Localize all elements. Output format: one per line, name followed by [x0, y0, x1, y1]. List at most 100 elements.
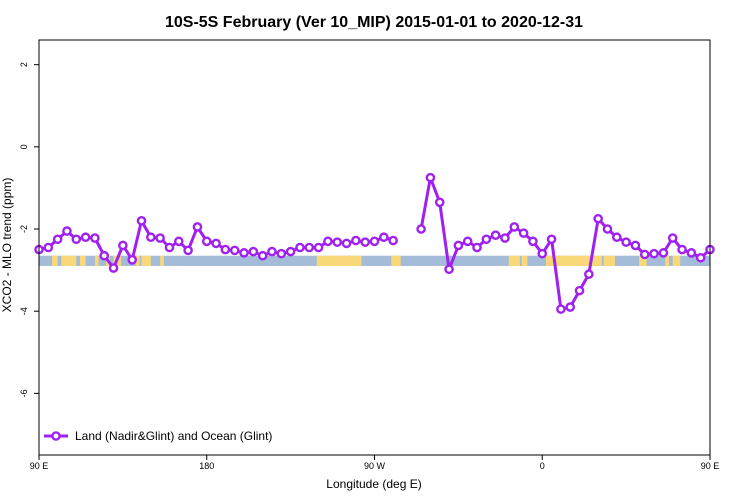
data-point [80, 232, 91, 243]
data-point [462, 236, 473, 247]
data-point [369, 236, 380, 247]
data-point [351, 235, 361, 246]
land-segment [135, 255, 140, 266]
y-tick-label: -6 [19, 389, 29, 397]
data-point [173, 236, 184, 247]
data-point [43, 242, 54, 253]
data-point [108, 263, 119, 273]
x-tick-label: 180 [199, 461, 214, 471]
y-tick-label: -4 [19, 307, 29, 315]
data-point [472, 242, 482, 253]
data-point [518, 228, 529, 238]
data-point [546, 234, 557, 245]
land-segment [603, 255, 615, 266]
data-point [183, 245, 193, 256]
data-point [556, 304, 566, 314]
data-point [388, 235, 398, 246]
x-tick-label: 90 E [701, 461, 720, 471]
data-point [360, 237, 370, 247]
surface-type-strip [39, 255, 710, 266]
land-segment [639, 255, 647, 266]
data-point [90, 233, 100, 243]
data-point [630, 240, 641, 251]
data-point [612, 232, 622, 243]
land-segment [508, 255, 520, 266]
data-point [425, 172, 436, 183]
data-point [136, 215, 147, 226]
land-segment [61, 255, 77, 266]
data-point [313, 242, 324, 253]
data-point [62, 226, 72, 236]
x-axis-title: Longitude (deg E) [326, 477, 421, 491]
land-segment [52, 255, 58, 266]
data-point [667, 233, 678, 243]
data-point [379, 232, 389, 243]
data-point [229, 245, 240, 256]
data-point [677, 244, 687, 255]
land-segment [521, 255, 528, 266]
legend: Land (Nadir&Glint) and Ocean (Glint) [44, 429, 272, 443]
land-segment [94, 255, 99, 266]
land-segment [80, 255, 86, 266]
data-point [239, 248, 249, 258]
data-point [71, 234, 82, 245]
data-point [146, 232, 156, 243]
series-layer [34, 172, 715, 314]
data-point [127, 255, 137, 265]
data-point [584, 269, 594, 280]
data-point [341, 238, 352, 249]
chart-title: 10S-5S February (Ver 10_MIP) 2015-01-01 … [165, 14, 583, 31]
data-point [649, 248, 659, 259]
data-point [201, 236, 212, 247]
data-point [416, 224, 426, 234]
y-axis-title: XCO2 - MLO trend (ppm) [0, 178, 14, 313]
data-point [528, 236, 538, 247]
data-point [155, 233, 165, 243]
x-tick-label: 0 [540, 461, 545, 471]
land-segment [665, 255, 669, 266]
x-tick-label: 90 W [364, 461, 386, 471]
land-segment [545, 255, 602, 266]
y-tick-label: 2 [19, 62, 29, 67]
data-point [490, 230, 501, 240]
data-point [565, 302, 576, 312]
data-point [621, 237, 631, 247]
y-tick-label: 0 [19, 144, 29, 149]
land-segment [346, 255, 362, 266]
data-point [52, 234, 63, 245]
data-point [295, 242, 305, 253]
data-point [211, 238, 221, 249]
data-point [602, 224, 613, 234]
data-point [658, 248, 669, 258]
ocean-band [39, 255, 710, 266]
land-segment [672, 255, 681, 266]
data-point [434, 197, 445, 208]
data-point [220, 244, 231, 255]
land-segment [316, 255, 349, 266]
data-point [248, 246, 259, 257]
land-segment [160, 255, 164, 266]
axes: 90 E 180 90 W 0 90 E 2 0 -2 -4 -6 [19, 39, 720, 471]
data-point [686, 248, 697, 258]
data-point [453, 240, 464, 251]
data-point [639, 249, 650, 260]
land-segment [141, 255, 151, 266]
data-point [444, 264, 454, 275]
data-point [192, 222, 203, 232]
data-point [267, 246, 277, 257]
plot-frame [38, 39, 711, 456]
data-point [276, 248, 287, 259]
legend-marker [51, 431, 61, 441]
legend-label: Land (Nadir&Glint) and Ocean (Glint) [75, 429, 272, 443]
data-point [695, 252, 706, 263]
data-point [118, 240, 128, 251]
data-point [285, 246, 296, 257]
land-segment [391, 255, 401, 266]
data-point [500, 233, 510, 243]
data-point [332, 237, 343, 247]
y-tick-label: -2 [19, 225, 29, 233]
data-point [481, 234, 492, 245]
data-point [574, 285, 585, 296]
data-point [304, 242, 315, 253]
